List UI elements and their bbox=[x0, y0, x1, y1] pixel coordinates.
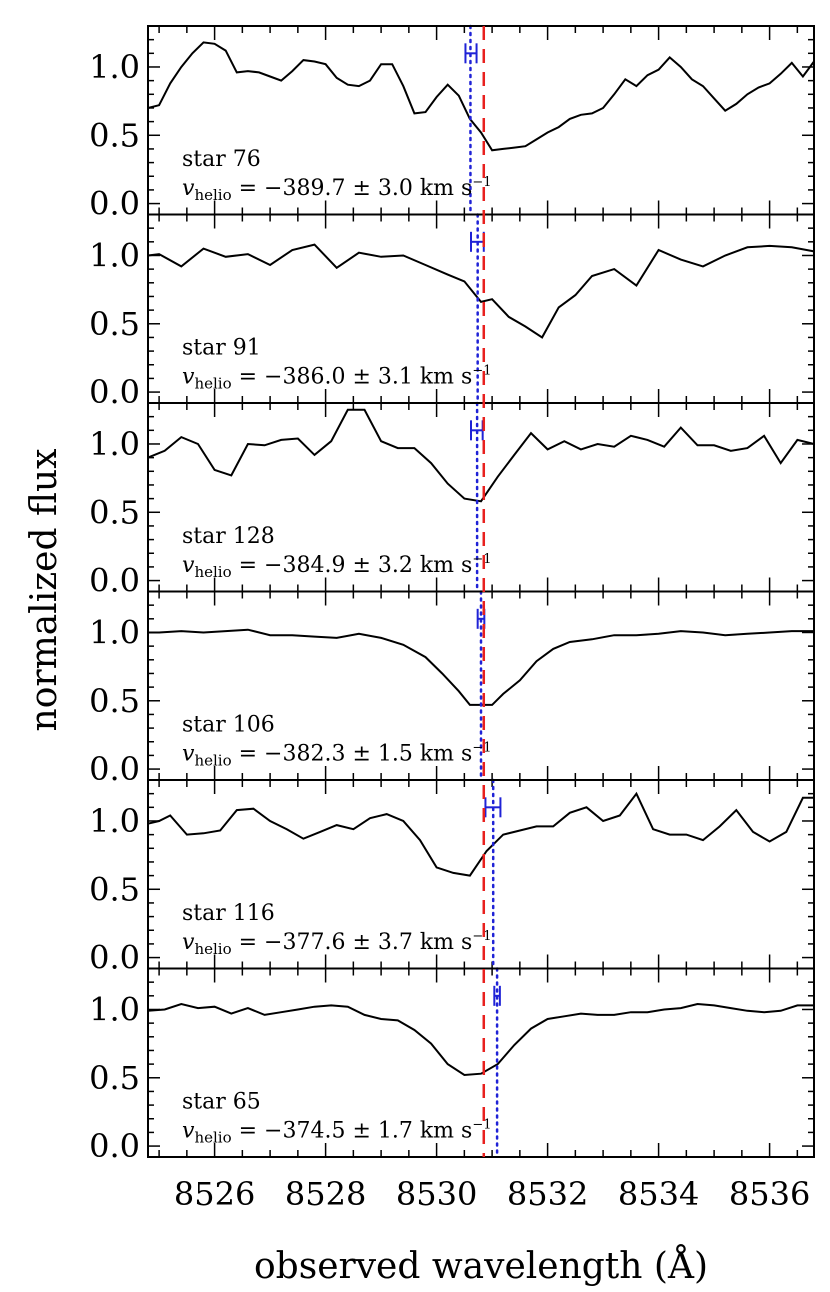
panel-3: 0.0 0.5 1.0 star 128 vhelio = −384.9 ± 3.2 k… bbox=[89, 401, 815, 600]
y-tick-label: 0.5 bbox=[89, 870, 140, 908]
x-tick-label: 8536 bbox=[729, 1175, 810, 1213]
velocity-label: vhelio = −384.9 ± 3.2 km s−1 bbox=[182, 552, 492, 581]
panel-4: 0.0 0.5 1.0 star 106 vhelio = −382.3 ± 1.5 k… bbox=[89, 590, 815, 788]
velocity-label: vhelio = −382.3 ± 1.5 km s−1 bbox=[182, 741, 492, 770]
velocity-label: vhelio = −374.5 ± 1.7 km s−1 bbox=[182, 1118, 492, 1147]
spectrum-line bbox=[147, 791, 814, 877]
panel-5: 0.0 0.5 1.0 star 116 vhelio = −377.6 ± 3.7 k… bbox=[89, 778, 815, 977]
y-tick-label: 0.5 bbox=[89, 1059, 140, 1097]
y-tick-label: 0.0 bbox=[89, 373, 140, 411]
x-tick-label: 8532 bbox=[507, 1175, 588, 1213]
x-tick-label: 8530 bbox=[396, 1175, 477, 1213]
y-tick-label: 1.0 bbox=[89, 613, 140, 651]
y-tick-label: 1.0 bbox=[89, 802, 140, 840]
star-label: star 76 bbox=[182, 147, 261, 172]
star-label: star 116 bbox=[182, 901, 275, 926]
y-tick-label: 1.0 bbox=[89, 990, 140, 1028]
panel-frame bbox=[147, 967, 815, 1158]
x-axis: 8526 8528 8530 8532 8534 8536 bbox=[174, 1175, 810, 1213]
y-tick-label: 0.0 bbox=[89, 562, 140, 600]
panel-6: 0.0 0.5 1.0 star 65 vhelio = −374.5 ± 1.7 km… bbox=[89, 967, 815, 1165]
x-tick-label: 8526 bbox=[174, 1175, 255, 1213]
y-tick-label: 0.5 bbox=[89, 682, 140, 720]
y-axis-title: normalized flux bbox=[24, 449, 65, 732]
y-tick-label: 0.0 bbox=[89, 1127, 140, 1165]
star-label: star 106 bbox=[182, 713, 275, 738]
panel-1: 0.0 0.5 1.0 star 76 vhelio = −389.7 ± 3.0 km… bbox=[89, 24, 815, 223]
x-tick-label: 8534 bbox=[618, 1175, 699, 1213]
panels-group: 0.0 0.5 1.0 star 76 vhelio = −389.7 ± 3.0 km… bbox=[89, 24, 815, 1165]
spectrum-line bbox=[147, 408, 815, 503]
y-tick-label: 0.0 bbox=[89, 750, 140, 788]
velocity-label: vhelio = −386.0 ± 3.1 km s−1 bbox=[182, 364, 492, 393]
star-label: star 91 bbox=[182, 336, 261, 361]
velocity-label: vhelio = −389.7 ± 3.0 km s−1 bbox=[182, 175, 492, 204]
y-tick-label: 0.0 bbox=[89, 939, 140, 977]
x-tick-label: 8528 bbox=[285, 1175, 366, 1213]
spectrum-line bbox=[147, 1002, 814, 1077]
star-label: star 128 bbox=[182, 524, 275, 549]
y-tick-label: 1.0 bbox=[89, 425, 140, 463]
spectrum-line bbox=[147, 41, 815, 152]
velocity-label: vhelio = −377.6 ± 3.7 km s−1 bbox=[182, 929, 492, 958]
y-tick-label: 0.5 bbox=[89, 116, 140, 154]
y-tick-label: 1.0 bbox=[89, 48, 140, 86]
y-tick-label: 0.0 bbox=[89, 185, 140, 223]
star-label: star 65 bbox=[182, 1090, 261, 1115]
y-tick-label: 0.5 bbox=[89, 493, 140, 531]
y-tick-label: 0.5 bbox=[89, 305, 140, 343]
spectrum-line bbox=[147, 243, 815, 339]
y-tick-label: 1.0 bbox=[89, 236, 140, 274]
panel-2: 0.0 0.5 1.0 star 91 vhelio = −386.0 ± 3.1 km… bbox=[89, 213, 815, 411]
x-axis-title: observed wavelength (Å) bbox=[254, 1245, 708, 1287]
